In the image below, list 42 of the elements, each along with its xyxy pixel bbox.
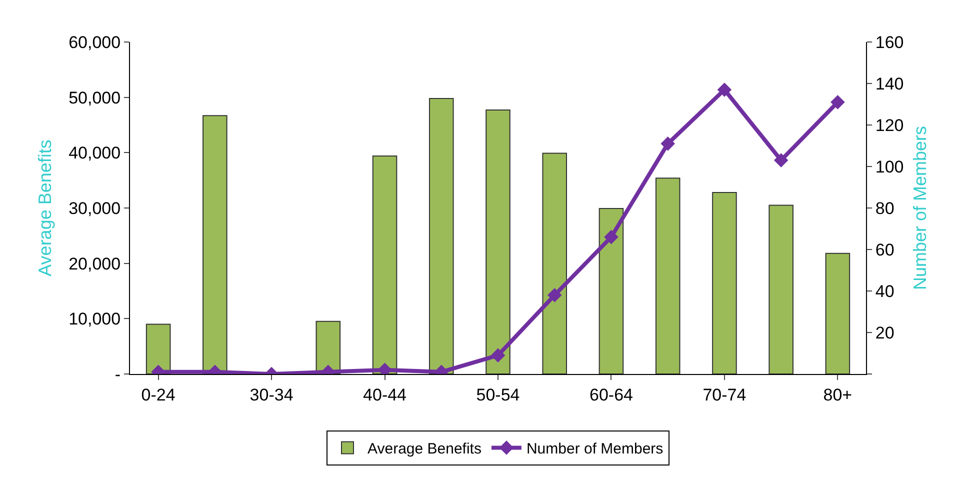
legend-label: Average Benefits (368, 440, 482, 458)
y-tick-label: 50,000 (68, 88, 121, 108)
bar (825, 252, 850, 374)
x-tick-label: 80+ (823, 385, 852, 404)
y-tick-label: - (114, 364, 121, 384)
legend-label: Number of Members (526, 440, 664, 458)
x-tick-label: 60-64 (589, 385, 633, 404)
y2-tick-label: 100 (875, 157, 904, 176)
bar (146, 324, 171, 374)
point (717, 82, 732, 97)
y2-tick-label: 80 (875, 198, 894, 218)
y-tick-label: 40,000 (68, 144, 121, 163)
y2-tick-label: 60 (875, 240, 894, 260)
x-tick-label: 30-34 (250, 385, 294, 404)
x-tick-label: 70-74 (702, 385, 746, 404)
bar (768, 204, 794, 374)
bar (486, 110, 510, 374)
point (660, 136, 675, 151)
point (604, 230, 618, 244)
y-tick-label: 30,000 (68, 198, 121, 218)
bar (598, 208, 624, 374)
x-tick-label: 0-24 (141, 385, 176, 404)
point (830, 95, 845, 110)
y-tick-label: 60,000 (68, 32, 121, 52)
x-tick-label: 50-54 (476, 385, 520, 404)
y2-tick-label: 140 (875, 74, 904, 94)
bar (429, 98, 454, 374)
bar (372, 155, 398, 374)
y2-tick-label: 40 (875, 282, 894, 301)
y2-tick-label: 160 (875, 32, 904, 52)
bar (542, 152, 567, 374)
y-tick-label: 20,000 (68, 254, 121, 274)
x-tick-label: 40-44 (363, 385, 407, 404)
point (774, 153, 788, 168)
bar (316, 320, 341, 374)
y-axis-title: Average Benefits (34, 140, 55, 276)
bar (655, 178, 680, 374)
y2-tick-label: 120 (875, 116, 904, 135)
y2-tick-label: 20 (875, 323, 894, 342)
y2-axis-title: Number of Members (910, 126, 930, 290)
bar (712, 192, 737, 374)
y-tick-label: 10,000 (68, 310, 121, 329)
